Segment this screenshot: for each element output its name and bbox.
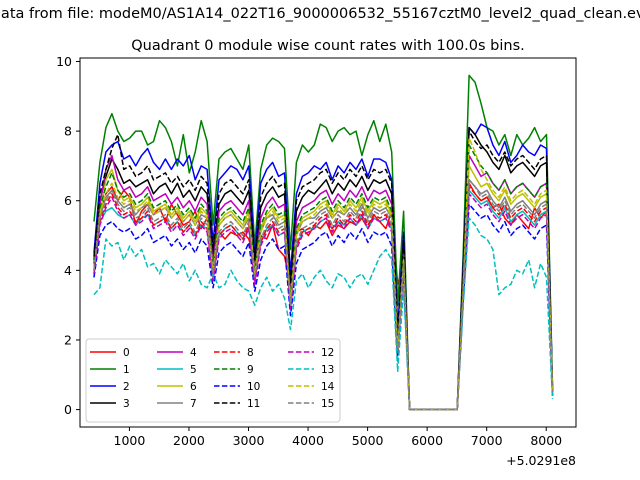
y-tick-label: 0	[64, 402, 72, 417]
y-tick-label: 8	[64, 124, 72, 139]
legend-label-14: 14	[321, 381, 335, 393]
tick-marks	[76, 60, 547, 431]
legend-label-12: 12	[321, 347, 334, 359]
series-lines	[93, 74, 554, 411]
legend-label-5: 5	[190, 364, 197, 376]
x-tick-label: 1000	[114, 433, 146, 448]
x-tick-label: 3000	[233, 433, 265, 448]
legend-label-3: 3	[123, 398, 130, 410]
legend-box	[85, 338, 341, 423]
x-tick-label: 8000	[530, 433, 562, 448]
legend-label-9: 9	[247, 364, 254, 376]
legend-label-8: 8	[247, 347, 254, 359]
y-tick-label: 4	[64, 263, 72, 278]
x-tick-label: 6000	[411, 433, 443, 448]
x-tick-label: 5000	[352, 433, 384, 448]
series-line-14	[93, 137, 554, 411]
legend-label-13: 13	[321, 364, 334, 376]
legend-label-6: 6	[190, 381, 197, 393]
legend-label-10: 10	[247, 381, 260, 393]
series-line-2	[93, 123, 554, 411]
legend-label-4: 4	[190, 347, 197, 359]
series-line-13	[93, 217, 554, 411]
y-tick-labels: 0 2 4 6 8 10	[56, 54, 72, 417]
plot-frame	[79, 57, 577, 428]
series-line-0	[93, 182, 554, 411]
series-line-1	[93, 74, 554, 411]
x-tick-label: 7000	[471, 433, 503, 448]
legend-label-15: 15	[321, 398, 334, 410]
legend-label-7: 7	[190, 398, 197, 410]
series-line-8	[93, 186, 554, 411]
series-line-4	[93, 154, 554, 411]
x-offset-label: +5.0291e8	[506, 453, 576, 468]
legend-label-0: 0	[123, 347, 130, 359]
x-tick-labels: 1000 2000 3000 4000 5000 6000 7000 8000	[114, 433, 563, 448]
series-line-12	[93, 193, 554, 411]
series-line-3	[93, 126, 554, 411]
series-line-9	[93, 144, 554, 411]
legend-label-2: 2	[123, 381, 130, 393]
figure-suptitle: Data from file: modeM0/AS1A14_022T16_900…	[0, 6, 640, 22]
x-tick-label: 4000	[292, 433, 324, 448]
series-line-15	[93, 179, 554, 411]
series-line-10	[93, 203, 554, 411]
legend-label-1: 1	[123, 364, 130, 376]
axes-title: Quadrant 0 module wise count rates with …	[131, 38, 525, 54]
y-tick-label: 6	[64, 193, 72, 208]
legend-label-11: 11	[247, 398, 260, 410]
x-tick-label: 2000	[173, 433, 205, 448]
series-line-11	[93, 130, 554, 411]
series-line-6	[93, 165, 554, 411]
y-tick-label: 10	[56, 54, 72, 69]
y-tick-label: 2	[64, 332, 72, 347]
